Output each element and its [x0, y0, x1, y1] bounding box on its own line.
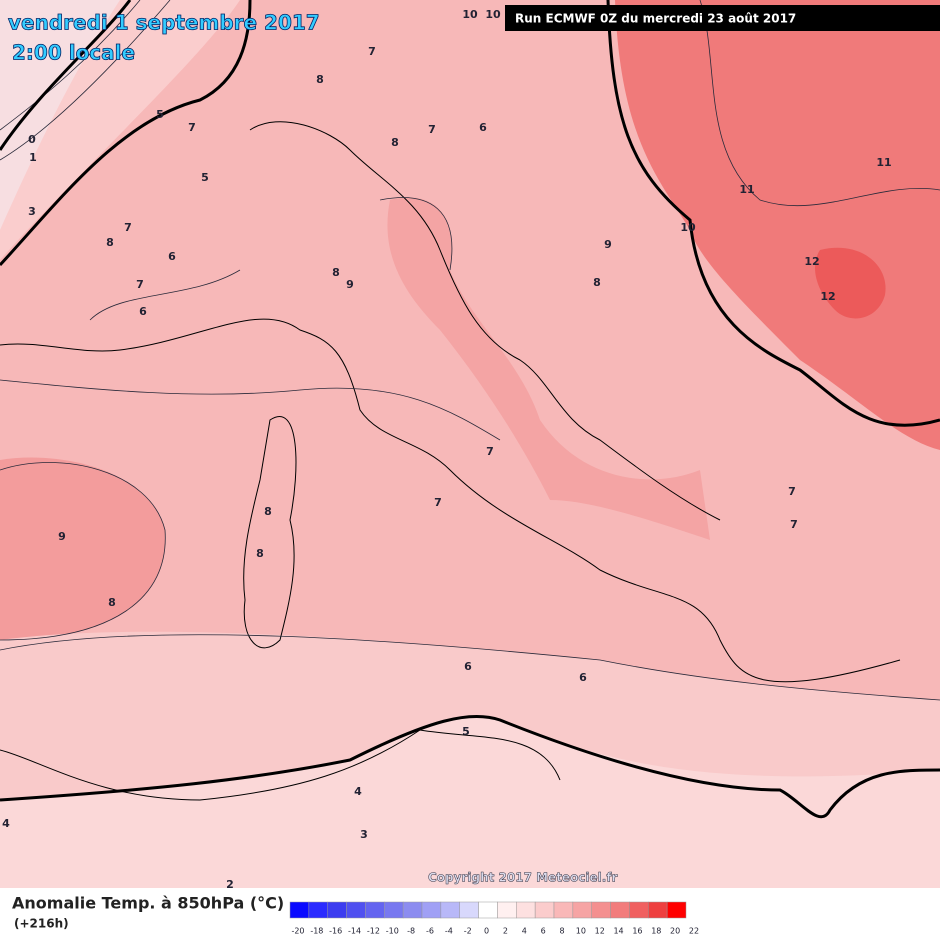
contour-label: 6	[579, 671, 587, 684]
contour-label: 9	[604, 238, 612, 251]
legend-swatch	[553, 901, 574, 919]
contour-label: 10	[485, 8, 501, 21]
contour-label: 1	[29, 151, 37, 164]
legend-tick-label: -14	[348, 927, 361, 936]
contour-label: 3	[360, 828, 368, 841]
contour-label: 8	[593, 276, 601, 289]
legend-swatch	[289, 901, 310, 919]
legend-tick-label: 14	[613, 927, 623, 936]
contour-label: 6	[479, 121, 487, 134]
legend-tick-label: 8	[559, 927, 564, 936]
legend-tick-label: 16	[632, 927, 642, 936]
contour-label: 0	[28, 133, 36, 146]
legend-tick-label: -20	[291, 927, 304, 936]
contour-label: 7	[368, 45, 376, 58]
contour-label: 7	[188, 121, 196, 134]
legend-swatch	[610, 901, 630, 919]
legend-swatch	[421, 901, 442, 919]
legend-swatch	[516, 901, 536, 919]
contour-label: 5	[156, 108, 164, 121]
legend-tick-label: -16	[329, 927, 342, 936]
legend-tick-label: -2	[464, 927, 472, 936]
legend-swatch	[534, 901, 555, 919]
legend-swatch	[666, 901, 687, 919]
contour-label: 12	[820, 290, 835, 303]
contour-label: 10	[462, 8, 478, 21]
contour-label: 6	[464, 660, 472, 673]
contour-label: 8	[256, 547, 264, 560]
legend-swatch	[629, 901, 649, 919]
legend-swatch	[346, 901, 366, 919]
legend-tick-label: 22	[689, 927, 699, 936]
run-text: Run ECMWF 0Z du mercredi 23 août 2017	[515, 12, 796, 26]
contour-label: 7	[124, 221, 132, 234]
legend-title: Anomalie Temp. à 850hPa (°C)	[12, 894, 284, 913]
contour-label: 8	[391, 136, 399, 149]
contour-label: 8	[264, 505, 272, 518]
legend-swatch	[327, 901, 347, 919]
run-banner	[505, 5, 940, 31]
contour-label: 4	[2, 817, 10, 830]
coastlines	[0, 121, 901, 801]
contour-label: 6	[139, 305, 147, 318]
contour-label: 8	[108, 596, 116, 609]
time-text: 2:00 locale	[12, 41, 135, 65]
contours	[0, 0, 940, 819]
contour-label: 7	[486, 445, 494, 458]
legend-tick-label: 10	[576, 927, 586, 936]
legend-tick-label: 0	[484, 927, 489, 936]
legend-tick-label: -12	[367, 927, 380, 936]
copyright: Copyright 2017 Meteociel.fr	[428, 871, 618, 885]
legend-tick-label: -8	[407, 927, 415, 936]
legend-tick-label: 2	[503, 927, 508, 936]
contour-label: 7	[790, 518, 798, 531]
contour-label: 9	[58, 530, 66, 543]
contour-label: 10	[680, 221, 696, 234]
legend-tick-label: -18	[310, 927, 323, 936]
legend-tick-label: 18	[651, 927, 661, 936]
contour-label: 7	[434, 496, 442, 509]
contour-label: 7	[788, 485, 796, 498]
legend-tick-label: 6	[541, 927, 546, 936]
legend-swatch	[402, 901, 423, 919]
contour-label: 2	[226, 878, 234, 891]
legend-tick-label: -6	[426, 927, 434, 936]
legend-tick-label: 4	[522, 927, 527, 936]
legend-swatch	[365, 901, 385, 919]
map-background	[0, 0, 940, 888]
legend-tick-label: -10	[386, 927, 399, 936]
contour-label: 6	[168, 250, 176, 263]
legend-swatch	[497, 901, 517, 919]
contour-label: 9	[346, 278, 354, 291]
contour-label: 12	[804, 255, 819, 268]
contour-label: 7	[136, 278, 144, 291]
lead-time: (+216h)	[14, 917, 69, 931]
contour-label: 4	[354, 785, 362, 798]
contour-label: 5	[462, 725, 470, 738]
contour-label: 3	[28, 205, 36, 218]
contour-label: 7	[428, 123, 436, 136]
contour-label: 8	[316, 73, 324, 86]
contour-label: 8	[106, 236, 114, 249]
legend-swatch	[572, 901, 592, 919]
legend-swatch	[459, 901, 479, 919]
legend-tick-label: 12	[595, 927, 605, 936]
contour-label: 11	[876, 156, 891, 169]
date-text: vendredi 1 septembre 2017	[8, 11, 320, 35]
legend-swatch	[591, 901, 611, 919]
legend-tick-label: -4	[445, 927, 453, 936]
legend-swatch	[648, 901, 668, 919]
legend-swatch	[440, 901, 460, 919]
color-legend: -20 -18 -16 -14 -12 -10 -8 -6 -4 -2 0 2 4 6 8 10 12 14 16 1…	[289, 901, 699, 936]
legend-tick-label: 20	[670, 927, 680, 936]
contour-label: 11	[739, 183, 754, 196]
legend-swatch	[308, 901, 328, 919]
contour-label: 8	[332, 266, 340, 279]
legend-swatch	[384, 901, 404, 919]
legend-swatch	[478, 901, 498, 919]
contour-label: 5	[201, 171, 209, 184]
